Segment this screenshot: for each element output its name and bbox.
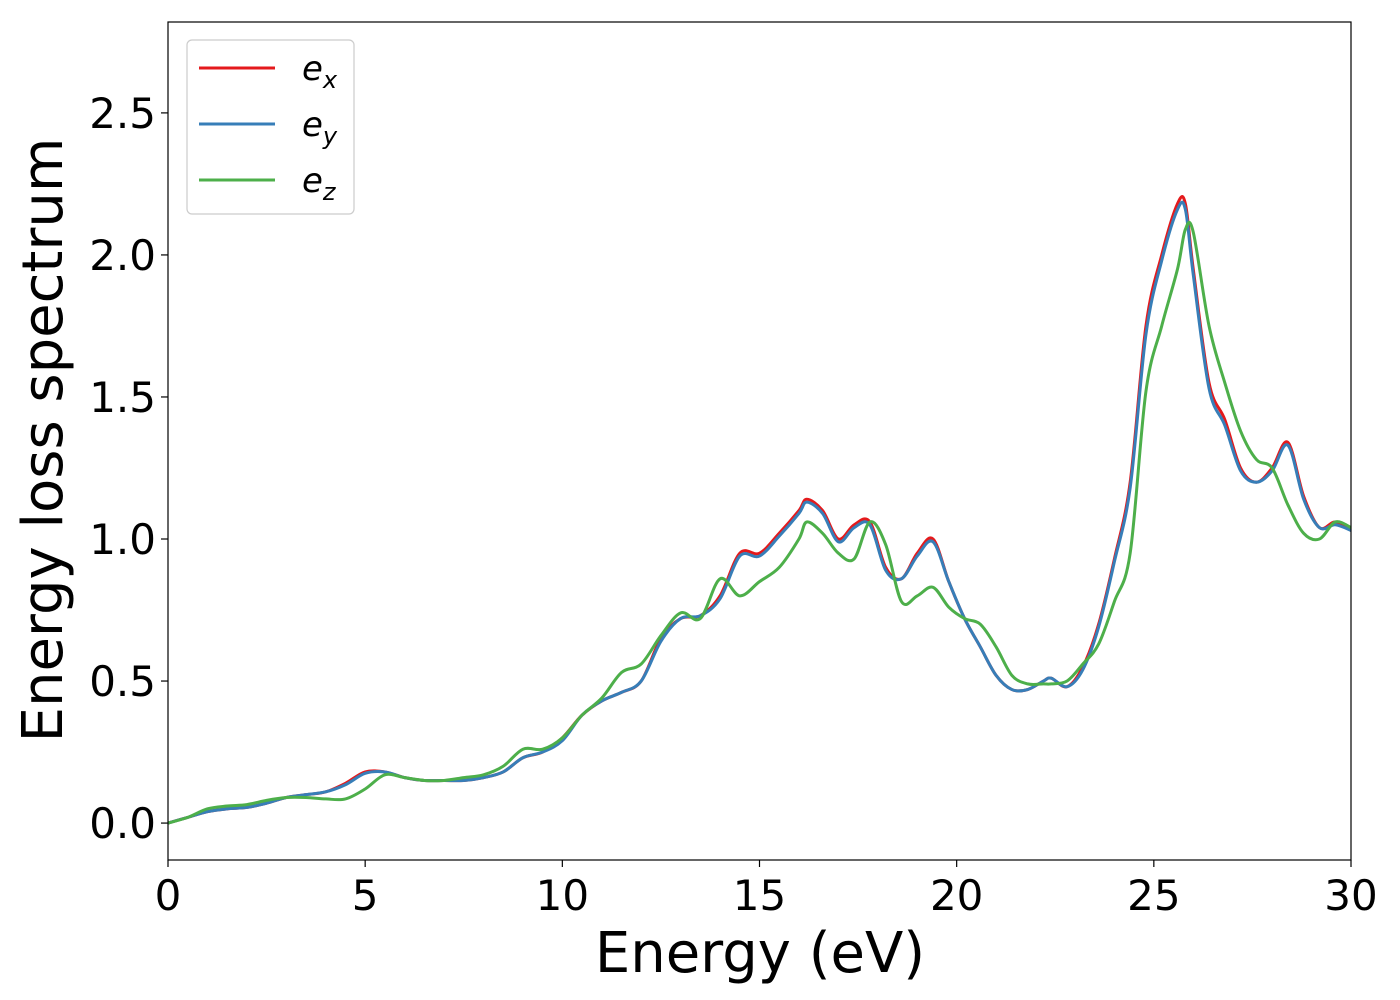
y-tick-label: 2.5 <box>89 89 156 138</box>
y-tick-label: 0.0 <box>89 799 156 848</box>
x-tick-label: 30 <box>1324 871 1377 920</box>
legend-frame <box>186 39 355 215</box>
y-tick-label: 0.5 <box>89 657 156 706</box>
series-line-z <box>168 220 1351 825</box>
y-axis-title: Energy loss spectrum <box>11 138 76 743</box>
x-tick-label: 10 <box>536 871 589 920</box>
x-tick-label: 20 <box>930 871 983 920</box>
x-axis-title: Energy (eV) <box>595 921 925 986</box>
legend-label-y: ey <box>302 105 338 150</box>
legend-label-z: ez <box>302 161 337 206</box>
x-tick-label: 25 <box>1127 871 1180 920</box>
x-tick-label: 0 <box>155 871 182 920</box>
legend: ex ey ez <box>186 39 355 215</box>
series-lines <box>168 195 1351 825</box>
y-tick-label: 1.0 <box>89 515 156 564</box>
x-axis-ticks: 0 5 10 15 20 25 30 <box>155 860 1378 920</box>
y-tick-label: 2.0 <box>89 231 156 280</box>
y-tick-label: 1.5 <box>89 373 156 422</box>
series-line-x <box>168 195 1351 825</box>
legend-label-x: ex <box>302 49 338 94</box>
y-axis-ticks: 0.0 0.5 1.0 1.5 2.0 2.5 <box>89 89 168 848</box>
x-tick-label: 5 <box>352 871 379 920</box>
x-tick-label: 15 <box>733 871 786 920</box>
series-line-y <box>168 200 1351 825</box>
